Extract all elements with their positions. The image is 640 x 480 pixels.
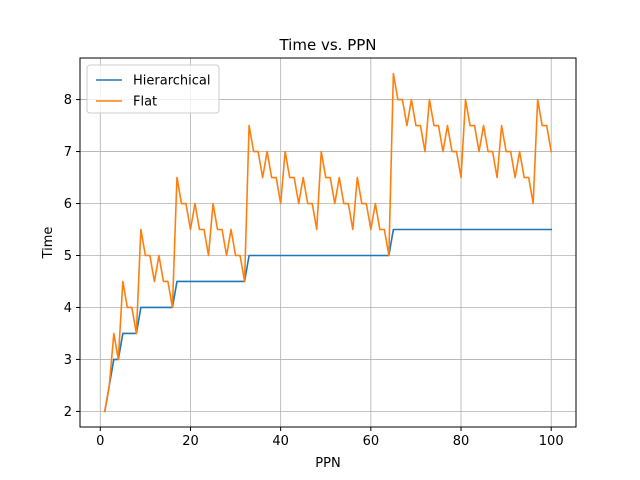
y-tick-label: 8 <box>64 93 72 108</box>
chart-title: Time vs. PPN <box>278 36 376 54</box>
series-lines <box>103 72 553 413</box>
y-axis-label: Time <box>41 227 56 260</box>
series-line-flat <box>103 72 553 413</box>
x-tick-label: 60 <box>363 434 380 449</box>
x-tick-label: 20 <box>182 434 199 449</box>
x-axis-label: PPN <box>315 456 340 471</box>
series-line-hierarchical <box>103 228 553 413</box>
y-tick-label: 5 <box>64 249 72 264</box>
plot-frame <box>79 57 577 428</box>
x-tick-label: 0 <box>96 434 104 449</box>
y-tick-label: 2 <box>64 405 72 420</box>
y-tick-label: 6 <box>64 197 72 212</box>
legend: Hierarchical Flat <box>86 64 220 114</box>
axis-ticks: 0 20 40 60 80 100 2 3 4 5 6 7 8 <box>64 93 564 449</box>
x-tick-label: 80 <box>453 434 470 449</box>
y-tick-label: 4 <box>64 301 72 316</box>
y-tick-label: 3 <box>64 353 72 368</box>
legend-label-hierarchical: Hierarchical <box>133 74 210 89</box>
x-tick-label: 40 <box>272 434 289 449</box>
legend-label-flat: Flat <box>133 95 157 110</box>
x-tick-label: 100 <box>539 434 564 449</box>
y-tick-label: 7 <box>64 145 72 160</box>
